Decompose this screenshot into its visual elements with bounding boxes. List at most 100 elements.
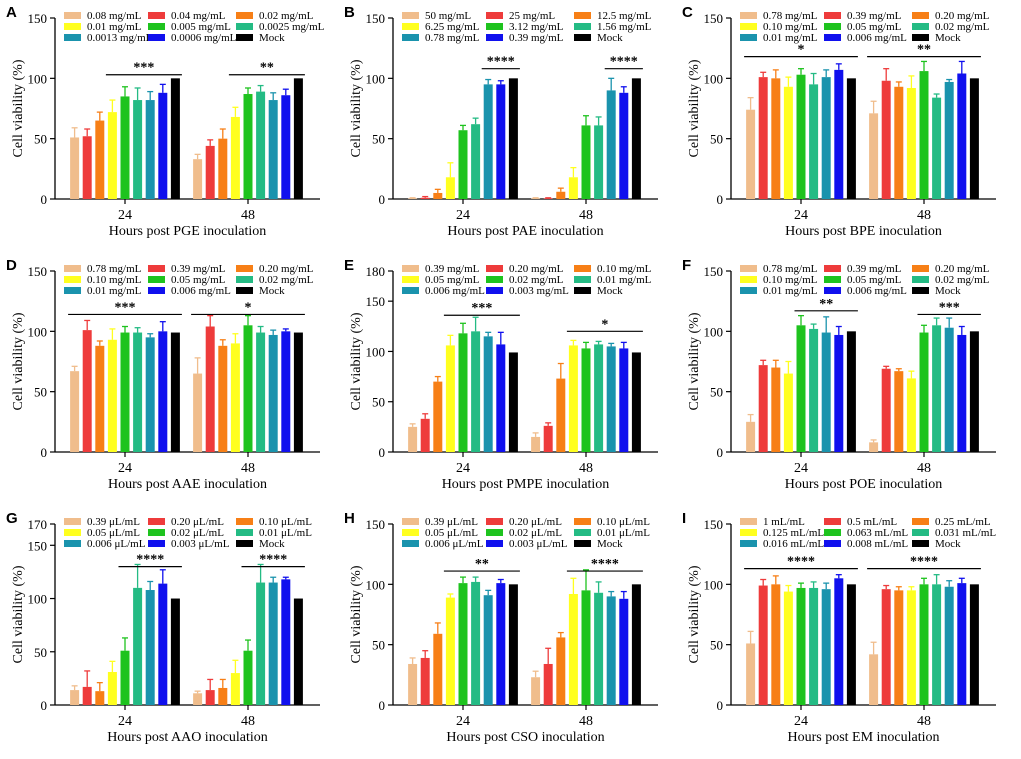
panel-letter: F (682, 257, 691, 274)
bar (243, 650, 253, 705)
bar (243, 94, 253, 199)
bar (783, 86, 793, 199)
y-axis-title: Cell viability (%) (687, 565, 702, 663)
x-tick-label: 24 (794, 208, 808, 223)
bar (218, 138, 228, 199)
bar (145, 590, 155, 705)
legend-label: 0.02 μL/mL (509, 527, 562, 539)
legend-swatch (824, 12, 841, 19)
legend-label: 0.006 mg/mL (847, 32, 907, 44)
legend-label: 0.006 mg/mL (171, 285, 231, 297)
legend-swatch (740, 287, 757, 294)
bar (268, 582, 278, 705)
bar (881, 368, 891, 452)
bar (594, 592, 604, 705)
legend-label: Mock (259, 538, 285, 550)
legend-swatch (740, 529, 757, 536)
legend-label: 0.20 μL/mL (509, 516, 562, 528)
legend-label: 0.05 mg/mL (171, 274, 226, 286)
bar (846, 584, 856, 705)
legend-swatch (236, 12, 253, 19)
legend-swatch (64, 23, 81, 30)
legend-label: 0.01 mg/mL (763, 32, 818, 44)
legend-label: 0.008 mL/mL (847, 538, 908, 550)
significance-label: **** (487, 55, 515, 70)
bar (796, 74, 806, 199)
y-tick-label: 100 (366, 71, 386, 86)
bar (581, 590, 591, 705)
bar (70, 137, 80, 199)
bar (543, 663, 553, 705)
legend-label: 0.20 μL/mL (171, 516, 224, 528)
y-tick-label: 0 (41, 445, 48, 460)
bar (145, 337, 155, 452)
legend-label: 0.02 mg/mL (259, 10, 314, 22)
bar (531, 436, 541, 452)
legend-swatch (824, 276, 841, 283)
bar (218, 687, 228, 705)
x-tick-label: 48 (917, 461, 931, 476)
bar (205, 326, 215, 452)
bar (619, 92, 629, 199)
x-tick-label: 24 (794, 461, 808, 476)
legend-swatch (64, 265, 81, 272)
legend-label: 0.39 μL/mL (425, 516, 478, 528)
y-tick-label: 100 (366, 344, 386, 359)
legend-label: 0.02 mg/mL (259, 274, 314, 286)
bar (158, 92, 168, 199)
y-tick-label: 100 (704, 577, 724, 592)
bar (821, 589, 831, 705)
legend-swatch (64, 12, 81, 19)
legend-label: 0.10 mg/mL (597, 263, 652, 275)
bar (107, 112, 117, 199)
y-tick-label: 0 (41, 698, 48, 713)
significance-label: ** (475, 557, 489, 572)
x-tick-label: 48 (241, 714, 255, 729)
legend-label: 6.25 mg/mL (425, 21, 480, 33)
legend-label: Mock (935, 32, 961, 44)
y-axis-title: Cell viability (%) (349, 312, 364, 410)
legend-label: 0.006 mg/mL (425, 285, 485, 297)
bar (531, 677, 541, 705)
bar (821, 332, 831, 452)
y-tick-label: 150 (28, 11, 48, 26)
legend-swatch (574, 518, 591, 525)
legend-label: 0.01 μL/mL (259, 527, 312, 539)
bar (919, 71, 929, 199)
bar (846, 78, 856, 199)
legend-label: 0.20 mg/mL (509, 263, 564, 275)
bar (420, 418, 430, 452)
bar (568, 345, 578, 452)
panel-letter: E (344, 257, 354, 274)
bar (932, 97, 942, 199)
legend-swatch (740, 265, 757, 272)
bar (869, 113, 879, 199)
legend-label: 0.39 μL/mL (87, 516, 140, 528)
bar (82, 136, 92, 199)
bar (170, 78, 180, 199)
legend-swatch (912, 276, 929, 283)
bar (894, 86, 904, 199)
legend-swatch (148, 287, 165, 294)
bar (483, 84, 493, 199)
legend-label: 0.39 mg/mL (847, 263, 902, 275)
x-axis-title: Hours post PAE inoculation (447, 224, 603, 239)
bar (107, 339, 117, 452)
legend-label: 0.20 mg/mL (935, 10, 990, 22)
bar (205, 145, 215, 199)
bar (133, 100, 143, 199)
y-tick-label: 0 (379, 445, 386, 460)
legend-swatch (486, 529, 503, 536)
y-axis-title: Cell viability (%) (349, 59, 364, 157)
bar (894, 590, 904, 705)
bar (408, 426, 418, 452)
panel-e: E 0 50 100 150 180 Cell viability (%) 24 48Hours… (344, 257, 658, 492)
y-tick-label: 50 (372, 132, 385, 147)
x-tick-label: 48 (241, 208, 255, 223)
legend-label: 0.01 mg/mL (763, 285, 818, 297)
legend-label: 3.12 mg/mL (509, 21, 564, 33)
legend-swatch (574, 287, 591, 294)
bar (606, 90, 616, 199)
bar (281, 331, 291, 452)
